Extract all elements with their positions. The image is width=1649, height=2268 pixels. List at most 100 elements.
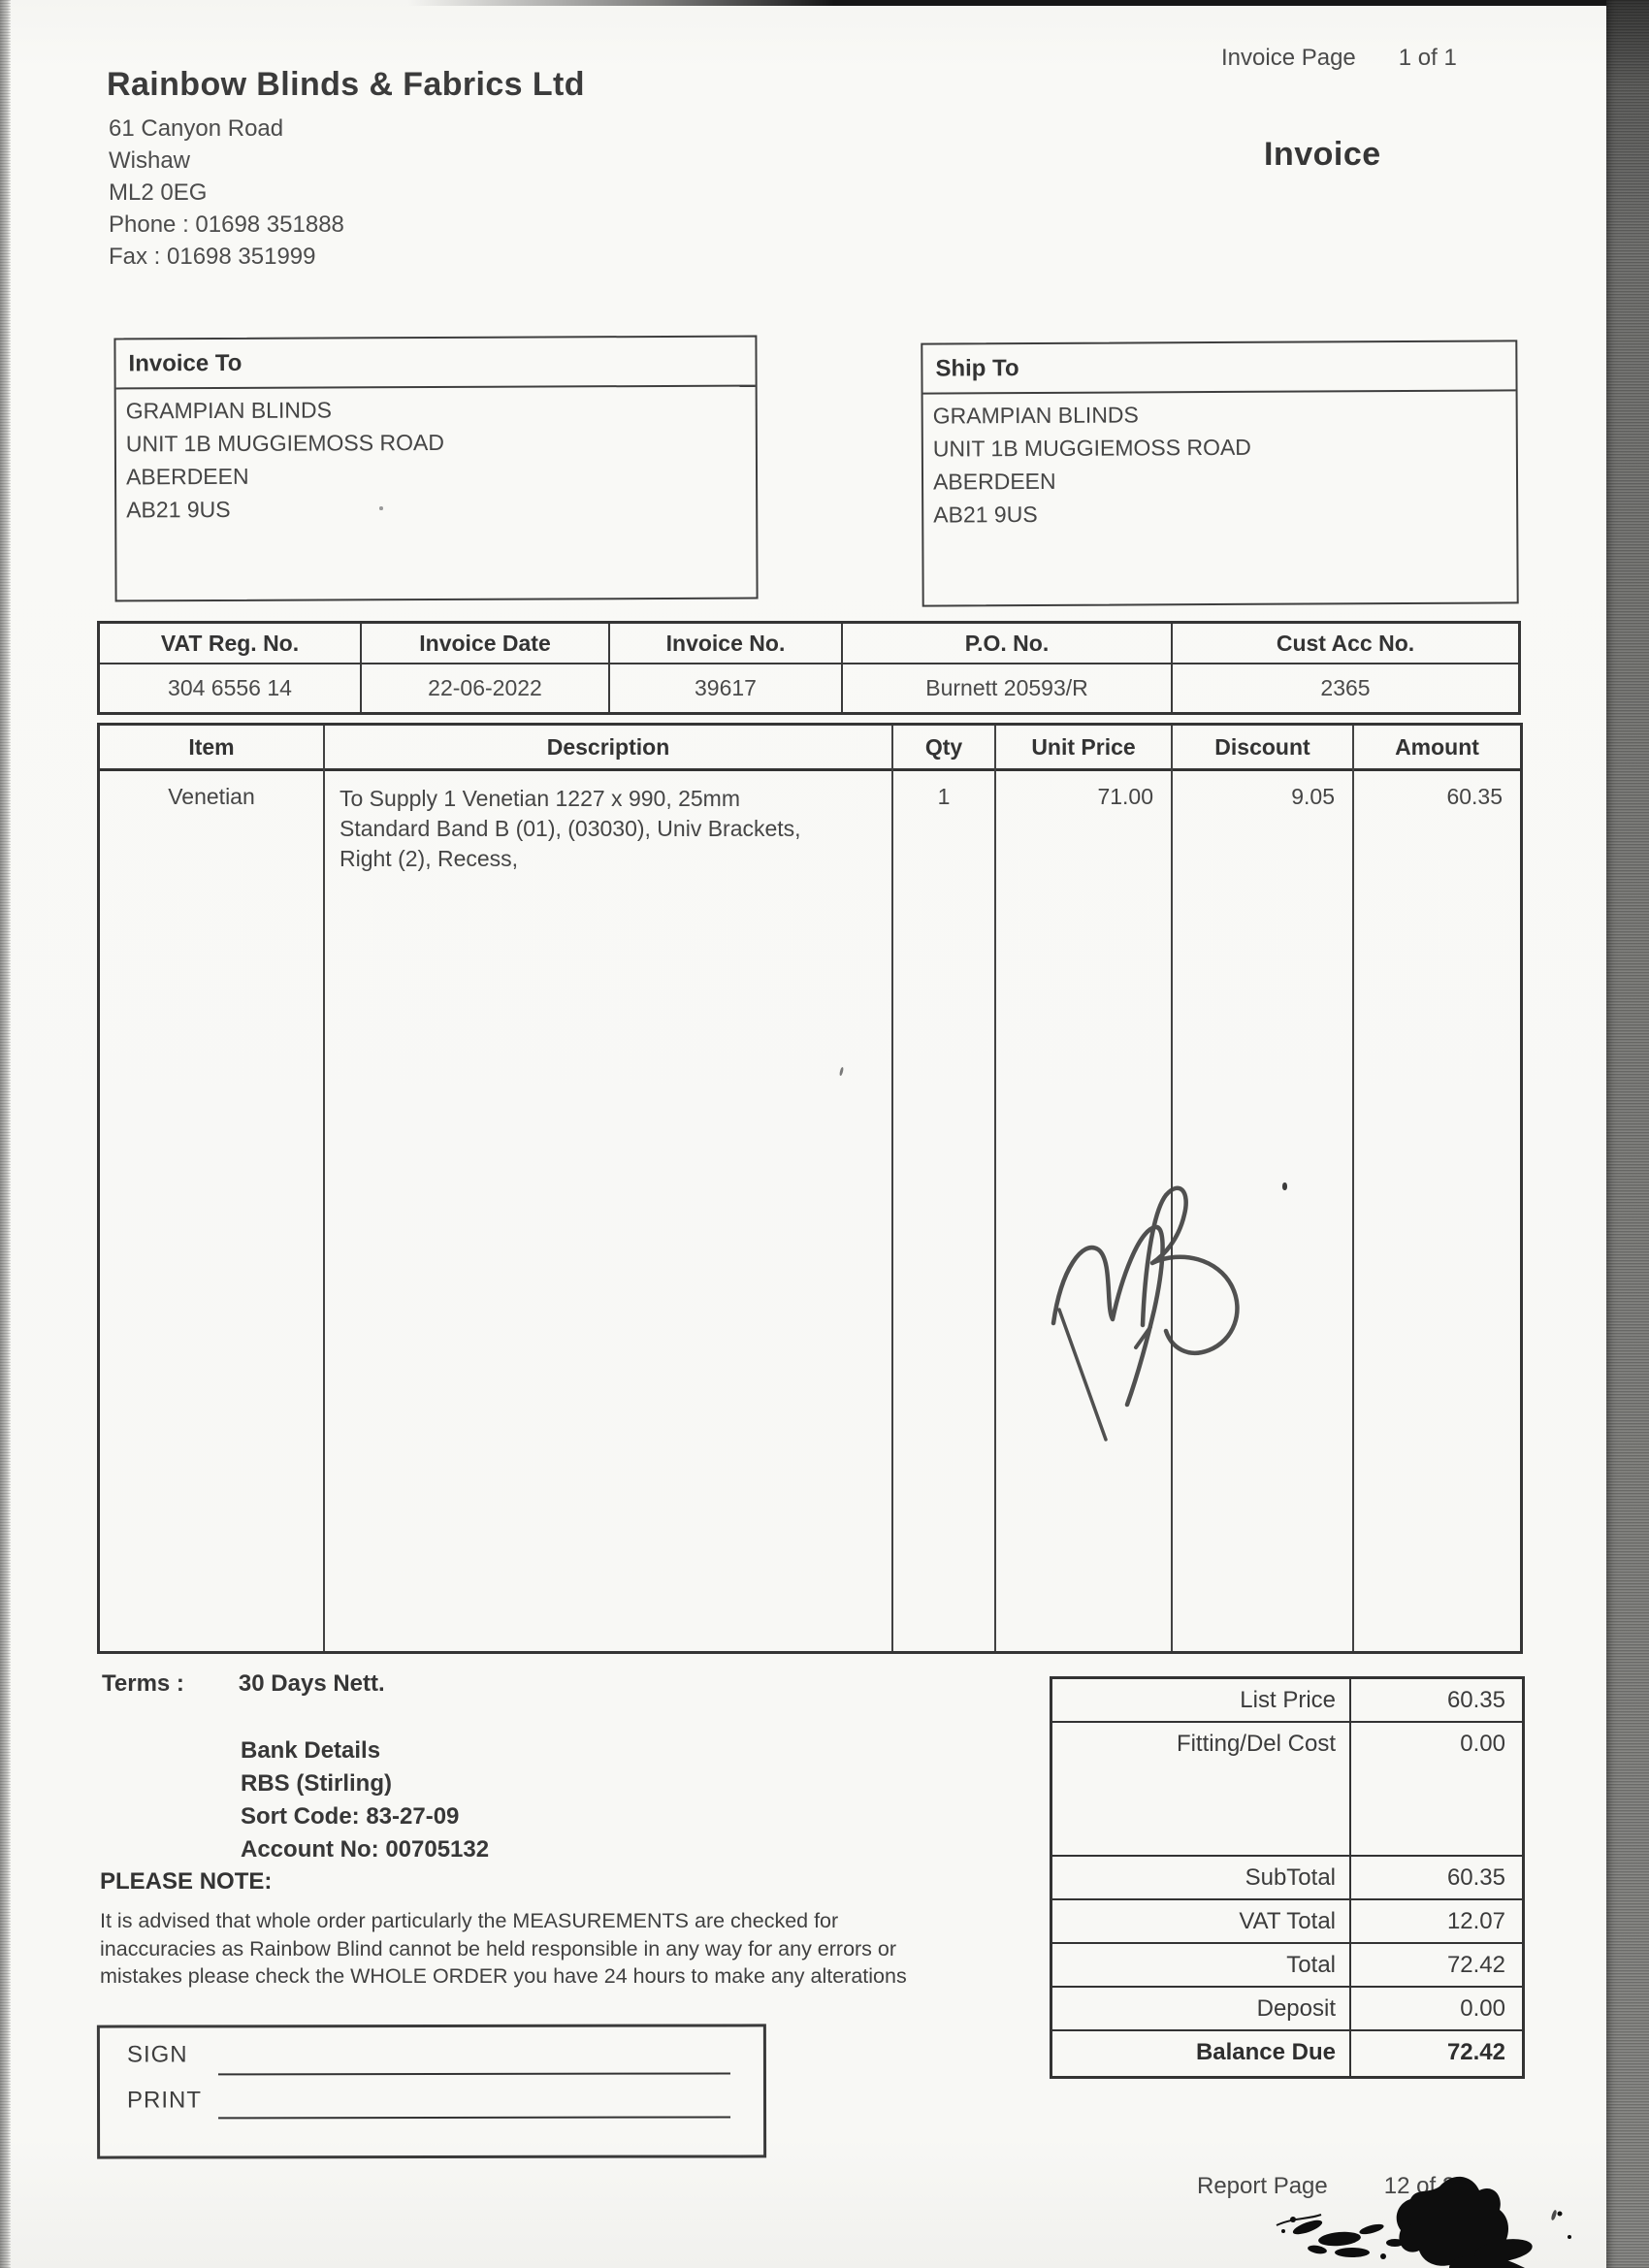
subtotal-value: 60.35 — [1446, 1864, 1505, 1891]
invoice-date: 22-06-2022 — [428, 675, 542, 700]
meta-header: Invoice Date — [362, 624, 608, 664]
document-title: Invoice — [1264, 136, 1381, 173]
ship-to-box: Ship To GRAMPIAN BLINDS UNIT 1B MUGGIEMO… — [921, 340, 1519, 607]
items-col-description: Description To Supply 1 Venetian 1227 x … — [325, 726, 893, 1651]
sign-line — [217, 2072, 730, 2076]
po-no: Burnett 20593/R — [925, 675, 1088, 700]
ship-to-line: AB21 9US — [933, 501, 1038, 528]
please-note-text: It is advised that whole order particula… — [100, 1907, 907, 1991]
meta-header: Invoice No. — [610, 624, 841, 664]
description-line: To Supply 1 Venetian 1227 x 990, 25mm — [340, 786, 741, 811]
totals-label: VAT Total — [1052, 1900, 1351, 1942]
signature-box: SIGN PRINT — [96, 2024, 767, 2159]
discount-cell: 9.05 — [1291, 784, 1335, 809]
invoice-to-address: GRAMPIAN BLINDS UNIT 1B MUGGIEMOSS ROAD … — [116, 387, 757, 532]
meta-header: VAT Reg. No. — [100, 624, 360, 664]
print-label: PRINT — [126, 2087, 203, 2114]
bank-account-no: Account No: 00705132 — [241, 1836, 490, 1863]
invoice-page-value: 1 of 1 — [1398, 45, 1457, 71]
description-cell: To Supply 1 Venetian 1227 x 990, 25mm St… — [325, 771, 891, 1651]
meta-col-po-no: P.O. No. Burnett 20593/R — [843, 624, 1173, 712]
totals-row-list-price: List Price 60.35 — [1052, 1679, 1522, 1723]
totals-row-deposit: Deposit 0.00 — [1052, 1988, 1522, 2031]
terms-value: 30 Days Nett. — [238, 1670, 385, 1697]
totals-label: SubTotal — [1052, 1857, 1351, 1898]
bank-details: Bank Details RBS (Stirling) Sort Code: 8… — [241, 1734, 489, 1866]
ink-blot-artifact — [1276, 2176, 1571, 2268]
totals-box: List Price 60.35 Fitting/Del Cost 0.00 S… — [1050, 1676, 1525, 2079]
items-header-qty: Qty — [893, 726, 994, 771]
print-line — [218, 2116, 731, 2120]
items-col-amount: Amount 60.35 — [1354, 726, 1520, 1651]
description-line: Right (2), Recess, — [340, 846, 519, 871]
vat-total-value: 12.07 — [1446, 1908, 1505, 1934]
items-header-item: Item — [100, 726, 323, 771]
meta-col-cust-acc: Cust Acc No. 2365 — [1173, 624, 1518, 712]
meta-header: Cust Acc No. — [1173, 624, 1518, 664]
deposit-value: 0.00 — [1460, 1995, 1505, 2022]
totals-label: Fitting/Del Cost — [1052, 1723, 1351, 1855]
fitting-del-cost-value: 0.00 — [1460, 1731, 1505, 1757]
meta-header: P.O. No. — [843, 624, 1171, 664]
balance-due-value: 72.42 — [1446, 2039, 1505, 2065]
note-line: inaccuracies as Rainbow Blind cannot be … — [100, 1936, 897, 1960]
please-note-title: PLEASE NOTE: — [100, 1868, 273, 1895]
totals-row-balance-due: Balance Due 72.42 — [1052, 2031, 1522, 2076]
scanner-right-edge — [1606, 0, 1649, 2268]
invoice-to-line: GRAMPIAN BLINDS — [125, 397, 332, 424]
cust-acc-no: 2365 — [1320, 675, 1371, 700]
invoice-no: 39617 — [695, 675, 757, 700]
invoice-to-line: UNIT 1B MUGGIEMOSS ROAD — [125, 429, 444, 457]
invoice-to-line: AB21 9US — [126, 496, 231, 523]
bank-details-title: Bank Details — [241, 1737, 381, 1764]
items-header-amount: Amount — [1354, 726, 1520, 771]
items-header-unit-price: Unit Price — [996, 726, 1171, 771]
ship-to-address: GRAMPIAN BLINDS UNIT 1B MUGGIEMOSS ROAD … — [923, 391, 1517, 535]
invoice-page-label: Invoice Page — [1221, 45, 1356, 71]
totals-label: Total — [1052, 1944, 1351, 1986]
company-address-line: ML2 0EG — [109, 179, 208, 206]
company-phone: Phone : 01698 351888 — [109, 211, 344, 238]
company-address-line: Wishaw — [109, 147, 191, 174]
vat-reg-no: 304 6556 14 — [168, 675, 292, 700]
invoice-to-box: Invoice To GRAMPIAN BLINDS UNIT 1B MUGGI… — [113, 335, 759, 602]
items-header-discount: Discount — [1173, 726, 1352, 771]
invoice-to-line: ABERDEEN — [125, 463, 249, 490]
items-col-qty: Qty 1 — [893, 726, 996, 1651]
meta-col-invoice-date: Invoice Date 22-06-2022 — [362, 624, 610, 712]
company-fax: Fax : 01698 351999 — [109, 243, 316, 270]
totals-label: List Price — [1052, 1679, 1351, 1721]
list-price-value: 60.35 — [1446, 1687, 1505, 1713]
bank-sort-code: Sort Code: 83-27-09 — [241, 1803, 460, 1830]
invoice-page-indicator: Invoice Page 1 of 1 — [1221, 45, 1457, 72]
meta-col-invoice-no: Invoice No. 39617 — [610, 624, 843, 712]
report-page-label: Report Page — [1197, 2173, 1328, 2199]
ship-to-label: Ship To — [922, 341, 1516, 395]
invoice-to-label: Invoice To — [115, 337, 756, 390]
note-line: mistakes please check the WHOLE ORDER yo… — [100, 1964, 907, 1988]
scan-speck — [1282, 1183, 1287, 1190]
ship-to-line: GRAMPIAN BLINDS — [932, 402, 1139, 429]
qty-cell: 1 — [937, 784, 951, 809]
description-line: Standard Band B (01), (03030), Univ Brac… — [340, 816, 801, 841]
scanner-top-edge — [407, 0, 1649, 6]
ship-to-line: UNIT 1B MUGGIEMOSS ROAD — [932, 434, 1251, 462]
handwritten-signature-mb — [1051, 1185, 1240, 1442]
note-line: It is advised that whole order particula… — [100, 1909, 839, 1932]
sign-label: SIGN — [126, 2041, 188, 2068]
company-address-line: 61 Canyon Road — [109, 115, 284, 142]
totals-label: Deposit — [1052, 1988, 1351, 2029]
terms-line: Terms : 30 Days Nett. — [102, 1670, 385, 1698]
invoice-meta-table: VAT Reg. No. 304 6556 14 Invoice Date 22… — [97, 621, 1521, 715]
amount-cell: 60.35 — [1446, 784, 1503, 809]
scan-speck — [379, 506, 383, 510]
scanner-left-edge — [0, 0, 11, 2268]
items-col-item: Item Venetian — [100, 726, 325, 1651]
bank-name: RBS (Stirling) — [241, 1770, 392, 1797]
totals-label: Balance Due — [1052, 2031, 1351, 2076]
company-name: Rainbow Blinds & Fabrics Ltd — [107, 66, 585, 103]
totals-row-total: Total 72.42 — [1052, 1944, 1522, 1988]
terms-label: Terms : — [102, 1670, 184, 1697]
items-col-discount: Discount 9.05 — [1173, 726, 1354, 1651]
